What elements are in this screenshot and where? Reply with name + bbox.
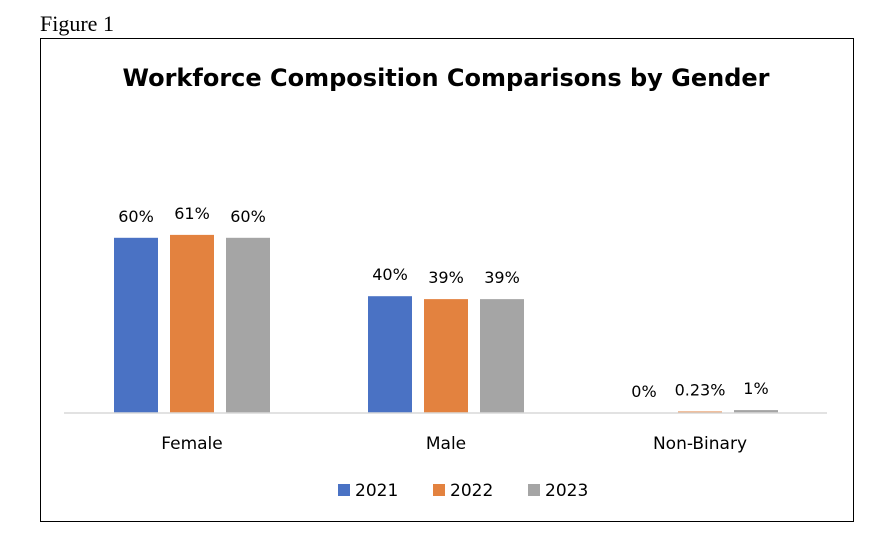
data-label: 60% bbox=[118, 207, 154, 226]
data-label: 60% bbox=[230, 207, 266, 226]
legend-swatch bbox=[433, 484, 445, 496]
bar-female-2022 bbox=[170, 234, 214, 413]
data-label: 0% bbox=[631, 382, 656, 401]
bar-male-2022 bbox=[424, 299, 468, 413]
legend-swatch bbox=[338, 484, 350, 496]
data-label: 39% bbox=[428, 268, 464, 287]
bar-female-2021 bbox=[114, 237, 158, 413]
legend: 2021 2022 2023 bbox=[338, 481, 588, 501]
chart-title: Workforce Composition Comparisons by Gen… bbox=[122, 64, 769, 92]
bars-layer: 60% 61% 60% 40% 39% 39% 0% 0.23% 1% bbox=[114, 204, 778, 413]
bar-non-binary-2023 bbox=[734, 410, 778, 413]
data-label: 0.23% bbox=[675, 381, 726, 400]
legend-swatch bbox=[528, 484, 540, 496]
bar-female-2023 bbox=[226, 237, 270, 413]
category-label: Male bbox=[426, 434, 466, 454]
legend-label: 2023 bbox=[545, 481, 588, 501]
legend-label: 2021 bbox=[355, 481, 398, 501]
data-label: 40% bbox=[372, 265, 408, 284]
bar-male-2021 bbox=[368, 296, 412, 413]
legend-label: 2022 bbox=[450, 481, 493, 501]
figure-label: Figure 1 bbox=[40, 11, 114, 36]
category-label: Non-Binary bbox=[653, 434, 747, 454]
chart-frame bbox=[40, 38, 854, 522]
bar-male-2023 bbox=[480, 299, 524, 413]
category-labels: Female Male Non-Binary bbox=[161, 434, 747, 454]
data-label: 1% bbox=[743, 379, 768, 398]
data-label: 39% bbox=[484, 268, 520, 287]
category-label: Female bbox=[161, 434, 222, 454]
data-label: 61% bbox=[174, 204, 210, 223]
